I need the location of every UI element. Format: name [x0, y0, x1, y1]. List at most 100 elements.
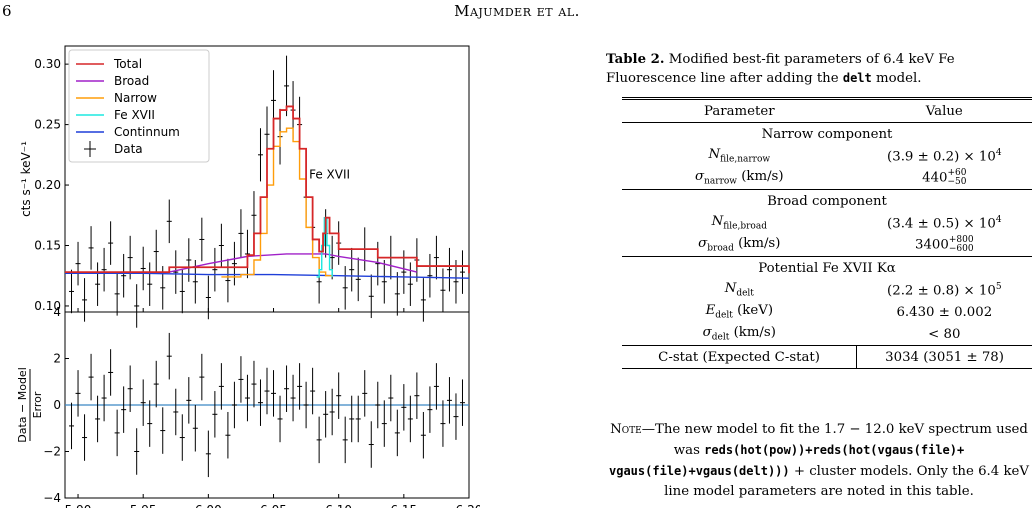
value-text: (2.2 ± 0.8) × 10: [887, 283, 996, 299]
param-subscript: file,broad: [723, 221, 767, 232]
series-line-total: [65, 105, 470, 274]
table-row: Ndelt (2.2 ± 0.8) × 105: [622, 279, 1032, 301]
x-tick-label: 6.05: [260, 503, 287, 508]
series-line-fe-xvii: [316, 216, 333, 278]
param-unit: (keV): [732, 303, 774, 319]
page-number: 6: [2, 2, 12, 20]
x-tick-label: 5.90: [65, 503, 92, 508]
legend-label: Total: [113, 57, 142, 71]
note-text-2: + cluster models. Only the 6.4 keV line …: [664, 464, 1029, 499]
residual-panel: −4−20245.905.956.006.056.106.156.20Energ…: [16, 305, 480, 508]
param-cell: σbroad (km/s): [622, 234, 857, 257]
series-line-continnum: [65, 272, 470, 279]
residual-y-tick-label: 0: [53, 398, 61, 412]
header-parameter: Parameter: [622, 98, 857, 123]
param-cell: Nfile,narrow: [622, 145, 857, 167]
table-row: Nfile,broad (3.4 ± 0.5) × 104: [622, 212, 1032, 234]
section-title: Potential Fe XVII Kα: [758, 260, 896, 276]
param-cell: σdelt (km/s): [622, 323, 857, 346]
param-unit: (km/s): [737, 169, 784, 185]
value-exponent: 4: [995, 214, 1002, 225]
table-row: σdelt (km/s) < 80: [622, 323, 1032, 346]
header-value: Value: [856, 98, 1032, 123]
running-head: Majumder et al.: [454, 2, 580, 20]
value-cell: 6.430 ± 0.002: [857, 301, 1032, 323]
value-exponent: 5: [995, 281, 1002, 292]
y-tick-label: 0.30: [34, 57, 61, 71]
spectrum-panel: 0.10 0.15 0.20 0.25 0.30 cts s⁻¹ keV⁻¹ Fe XVII…: [19, 45, 470, 328]
param-subscript: narrow: [704, 176, 737, 187]
residual-y-label-num: Data − Model: [16, 367, 29, 443]
param-cell: Edelt (keV): [622, 301, 857, 323]
legend-label: Narrow: [114, 91, 157, 105]
section-row: Narrow component: [622, 123, 1032, 146]
note-text-1: —The new model to fit the 1.7 − 12.0 keV…: [641, 422, 1028, 458]
param-subscript: delt: [711, 332, 730, 343]
param-symbol: E: [705, 303, 716, 319]
legend-label: Broad: [114, 74, 149, 88]
value-text: 3400: [915, 237, 949, 253]
section-row: Broad component: [622, 189, 1032, 213]
value-cell: (3.4 ± 0.5) × 104: [857, 212, 1032, 234]
param-cell: σnarrow (km/s): [622, 167, 857, 190]
y-axis-label: cts s⁻¹ keV⁻¹: [19, 141, 33, 217]
value-text: < 80: [928, 326, 961, 342]
x-tick-label: 6.10: [325, 503, 352, 508]
value-text: (3.4 ± 0.5) × 10: [887, 216, 996, 232]
y-tick-label: 0.15: [34, 239, 61, 253]
value-uncertainty: +60 −50: [948, 169, 967, 187]
value-cell: 3400+800 −600: [857, 234, 1032, 257]
section-row: Potential Fe XVII Kα: [622, 256, 1032, 280]
value-cell: 440+60 −50: [857, 167, 1032, 190]
residual-y-tick-label: −4: [43, 491, 61, 505]
param-unit: (km/s): [729, 325, 776, 341]
spectrum-figure: 0.10 0.15 0.20 0.25 0.30 cts s⁻¹ keV⁻¹ Fe XVII…: [16, 45, 480, 508]
param-subscript: file,narrow: [720, 154, 771, 165]
caption-text-1: Modified best-fit parameters of 6.4 keV …: [606, 52, 955, 86]
table-row: σnarrow (km/s) 440+60 −50: [622, 167, 1032, 190]
table-row: Edelt (keV) 6.430 ± 0.002: [622, 301, 1032, 323]
y-tick-label: 0.25: [34, 118, 61, 132]
value-cell: < 80: [857, 323, 1032, 346]
x-tick-label: 6.00: [195, 503, 222, 508]
note-code-1: reds(hot(pow))+reds(hot(vgaus(file)+: [704, 443, 965, 457]
param-symbol: σ: [702, 325, 712, 341]
param-symbol: N: [724, 281, 737, 297]
y-tick-label: 0.20: [34, 178, 61, 192]
param-subscript: broad: [707, 243, 734, 254]
note-code-2: vgaus(file)+vgaus(delt))): [609, 464, 790, 478]
param-subscript: delt: [736, 288, 754, 299]
series-line-broad: [169, 253, 418, 273]
residual-y-label-den: Error: [31, 391, 44, 418]
table-row: σbroad (km/s) 3400+800 −600: [622, 234, 1032, 257]
residual-y-tick-label: −2: [43, 445, 61, 459]
x-tick-label: 6.15: [390, 503, 417, 508]
fe-xvii-annotation: Fe XVII: [309, 167, 350, 181]
section-title: Broad component: [767, 193, 887, 209]
legend: Total Broad Narrow Fe XVII Continnum Data: [68, 49, 210, 163]
x-tick-label: 5.95: [130, 503, 157, 508]
legend-label: Fe XVII: [114, 108, 155, 122]
caption-label: Table 2.: [606, 52, 665, 67]
value-text: 6.430 ± 0.002: [896, 304, 993, 320]
uncertainty-up: +60: [947, 168, 967, 178]
cstat-label: C-stat (Expected C-stat): [622, 345, 858, 369]
parameter-table: Parameter Value Narrow component Nfile,na…: [622, 97, 1032, 369]
x-tick-label: 6.20: [456, 503, 480, 508]
value-text: 440: [922, 170, 948, 186]
cstat-value: 3034 (3051 ± 78): [885, 349, 1004, 365]
param-symbol: σ: [695, 169, 705, 185]
param-symbol: N: [708, 147, 721, 163]
residual-y-tick-label: 4: [53, 305, 61, 319]
section-title: Narrow component: [761, 126, 893, 142]
table-header-row: Parameter Value: [622, 98, 1032, 123]
param-symbol: N: [711, 214, 724, 230]
param-symbol: σ: [698, 236, 708, 252]
param-cell: Nfile,broad: [622, 212, 857, 234]
table-note: Note—The new model to fit the 1.7 − 12.0…: [606, 420, 1032, 502]
value-cell: (2.2 ± 0.8) × 105: [857, 279, 1032, 301]
series-line-narrow: [221, 127, 333, 278]
note-label: Note: [610, 422, 642, 437]
residual-y-label: Data − Model Error: [16, 367, 44, 443]
table-caption: Table 2. Modified best-fit parameters of…: [606, 50, 1032, 88]
